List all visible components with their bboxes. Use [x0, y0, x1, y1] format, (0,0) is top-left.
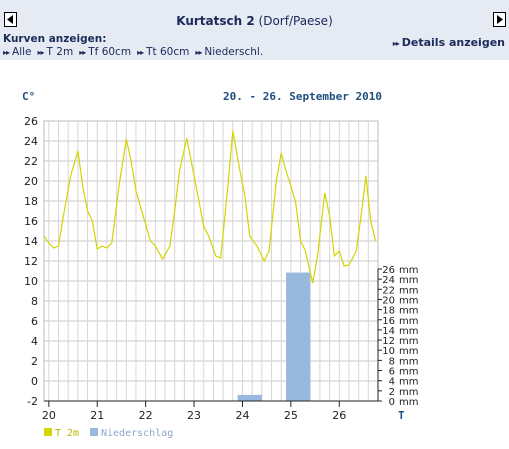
- right-tick-unit: mm: [399, 326, 418, 337]
- precip-bars: [237, 272, 311, 401]
- right-tick-unit: mm: [399, 285, 418, 296]
- right-tick-unit: mm: [399, 316, 418, 327]
- legend-swatch-t2m: [44, 428, 52, 436]
- details-label: Details anzeigen: [401, 36, 505, 49]
- precip-bar: [237, 394, 262, 401]
- right-tick-label: 8: [389, 356, 395, 367]
- curve-all-link[interactable]: ▸▸ Alle: [3, 46, 32, 58]
- double-arrow-icon: ▸▸: [195, 48, 202, 57]
- y-tick-label: 20: [24, 175, 38, 188]
- temperature-line-t2m: [43, 130, 377, 284]
- legend-swatch-precip: [90, 428, 98, 436]
- right-tick-unit: mm: [399, 295, 418, 306]
- right-tick-label: 18: [382, 306, 395, 317]
- y-tick-label: 6: [31, 315, 38, 328]
- curve-precip-link[interactable]: ▸▸ Niederschl.: [195, 46, 263, 58]
- y-tick-label: 12: [24, 255, 38, 268]
- curve-tf60-link[interactable]: ▸▸ Tf 60cm: [79, 46, 131, 58]
- right-tick-label: 26: [382, 265, 395, 276]
- right-tick-unit: mm: [399, 265, 418, 276]
- right-tick-label: 20: [382, 295, 395, 306]
- x-tick-label: 25: [284, 409, 298, 422]
- y-tick-label: 16: [24, 215, 38, 228]
- right-tick-label: 6: [389, 367, 395, 378]
- chevron-right-icon: [497, 15, 503, 24]
- right-tick-unit: mm: [399, 306, 418, 317]
- curve-t2m-link[interactable]: ▸▸ T 2m: [38, 46, 74, 58]
- double-arrow-icon: ▸▸: [79, 48, 86, 57]
- right-tick-unit: mm: [399, 346, 418, 357]
- station-title: Kurtatsch 2 (Dorf/Paese): [0, 14, 509, 28]
- curve-tt60-link[interactable]: ▸▸ Tt 60cm: [137, 46, 189, 58]
- left-axis-unit: C°: [22, 90, 35, 103]
- y-tick-label: 10: [24, 275, 38, 288]
- legend-label-precip: Niederschlag: [101, 428, 173, 439]
- grid: [43, 120, 379, 402]
- right-tick-unit: mm: [399, 356, 418, 367]
- y-tick-label: 22: [24, 155, 38, 168]
- double-arrow-icon: ▸▸: [37, 48, 45, 57]
- y-tick-label: 18: [24, 195, 38, 208]
- double-arrow-icon: ▸▸: [3, 48, 10, 57]
- y-tick-label: 0: [31, 375, 38, 388]
- x-tick-label: 22: [139, 409, 153, 422]
- right-tick-label: 4: [389, 377, 395, 388]
- x-tick-label: 21: [90, 409, 104, 422]
- legend-label-t2m: T 2m: [55, 428, 79, 439]
- temperature-lines: [43, 130, 377, 284]
- y-tick-label: -2: [27, 395, 38, 408]
- curve-label: Niederschl.: [204, 46, 264, 58]
- right-tick-unit: mm: [399, 377, 418, 388]
- y-tick-label: 14: [24, 235, 38, 248]
- legend: T 2m Niederschlag: [44, 428, 173, 439]
- station-subtitle: (Dorf/Paese): [258, 14, 333, 28]
- next-station-button[interactable]: [493, 12, 506, 27]
- y-tick-label: 2: [31, 355, 38, 368]
- double-arrow-icon: ▸▸: [392, 39, 400, 48]
- header-bar: Kurtatsch 2 (Dorf/Paese) Kurven anzeigen…: [0, 0, 509, 60]
- right-tick-label: 10: [382, 346, 395, 357]
- right-tick-unit: mm: [399, 275, 418, 286]
- x-tick-label: 23: [187, 409, 201, 422]
- right-tick-unit: mm: [399, 367, 418, 378]
- x-tick-label: 26: [332, 409, 346, 422]
- details-link[interactable]: ▸▸ Details anzeigen: [393, 36, 505, 49]
- right-tick-label: 22: [382, 285, 395, 296]
- y-tick-label: 24: [24, 135, 38, 148]
- curve-selector: ▸▸ Alle ▸▸ T 2m ▸▸ Tf 60cm ▸▸ Tt 60cm ▸▸ Nied…: [3, 46, 263, 58]
- right-tick-label: 16: [382, 316, 395, 327]
- y-tick-label: 8: [31, 295, 38, 308]
- x-tick-label: 20: [42, 409, 56, 422]
- precip-bar: [286, 272, 311, 401]
- right-tick-unit: mm: [399, 387, 418, 398]
- y-tick-label: 4: [31, 335, 38, 348]
- x-axis-label: T: [398, 409, 405, 422]
- right-tick-label: 24: [382, 275, 395, 286]
- curve-label: Alle: [12, 46, 32, 58]
- right-tick-label: 2: [389, 387, 395, 398]
- curve-label: Tt 60cm: [146, 46, 190, 58]
- right-tick-label: 0: [389, 397, 395, 408]
- right-tick-label: 12: [382, 336, 395, 347]
- y-tick-label: 26: [24, 115, 38, 128]
- curve-label: Tf 60cm: [88, 46, 132, 58]
- right-tick-label: 14: [382, 326, 395, 337]
- right-tick-unit: mm: [399, 336, 418, 347]
- double-arrow-icon: ▸▸: [137, 48, 144, 57]
- x-tick-label: 24: [235, 409, 249, 422]
- chevron-left-icon: [7, 15, 13, 24]
- right-tick-unit: mm: [399, 397, 418, 408]
- chart-title: 20. - 26. September 2010: [223, 90, 382, 103]
- curve-label: T 2m: [46, 46, 74, 58]
- previous-station-button[interactable]: [4, 12, 17, 27]
- station-name: Kurtatsch 2: [176, 14, 255, 28]
- curves-label: Kurven anzeigen:: [3, 33, 107, 45]
